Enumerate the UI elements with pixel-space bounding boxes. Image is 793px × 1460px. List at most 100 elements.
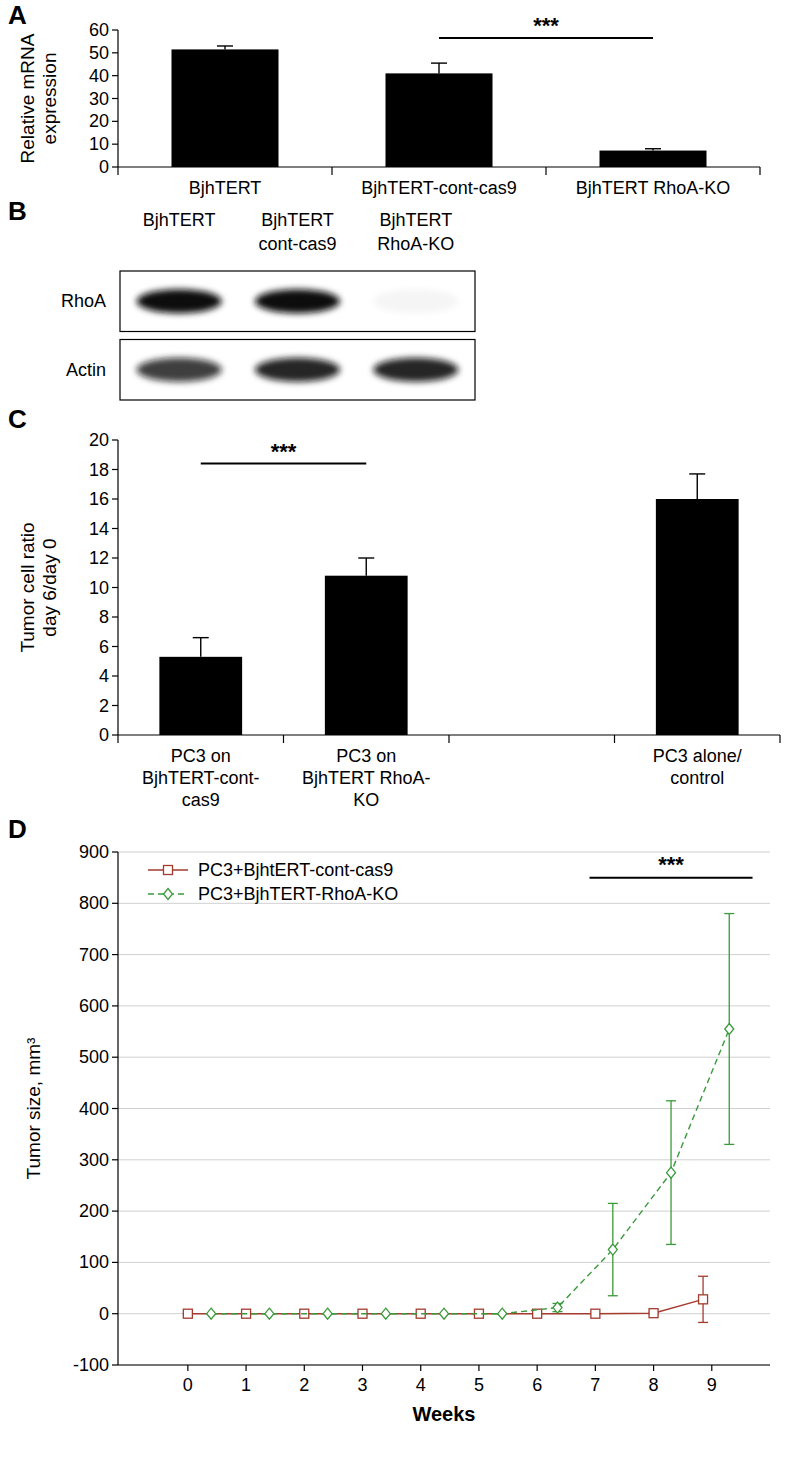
category-divider [117, 735, 118, 743]
error-bar [193, 638, 209, 657]
panel-title: D [8, 814, 27, 844]
error-cap [698, 1322, 708, 1323]
marker [323, 1308, 332, 1319]
y-axis-label: Relative mRNAexpression [17, 33, 60, 163]
bar [172, 49, 279, 167]
y-tick [112, 616, 118, 617]
text-line: BjhTERT RhoA-KO [576, 178, 730, 198]
y-tick-label: 100 [79, 1252, 109, 1272]
y-tick [112, 166, 118, 167]
category-divider [117, 167, 118, 175]
row-label: RhoA [61, 291, 106, 311]
text-line: PC3 on [336, 746, 396, 766]
text-line: Tumor cell ratio [17, 522, 38, 652]
grid-line [118, 1057, 770, 1058]
y-tick-label: 20 [89, 111, 109, 131]
grid-line [118, 1365, 770, 1366]
legend-label: PC3+BjhtERT-cont-cas9 [198, 860, 393, 880]
y-tick [112, 675, 118, 676]
grid-line [118, 1108, 770, 1109]
text-line: BjhTERT [143, 210, 216, 230]
marker [699, 1295, 708, 1304]
band [255, 289, 340, 313]
text-line: control [670, 768, 724, 788]
category-label: BjhTERT-cont-cas9 [361, 178, 517, 198]
category-label: PC3 alone/control [653, 746, 742, 788]
panel-title: C [8, 404, 27, 434]
error-bar [217, 46, 233, 49]
y-tick-label: 0 [99, 725, 109, 745]
y-tick-label: 10 [89, 134, 109, 154]
error-stem [200, 638, 201, 657]
y-tick-label: 4 [99, 666, 109, 686]
x-tick-label: 5 [474, 1375, 484, 1395]
y-tick [112, 439, 118, 440]
blot-frame [120, 271, 475, 332]
x-tick-label: 3 [357, 1375, 367, 1395]
y-tick [112, 52, 118, 53]
error-bar [666, 1101, 676, 1245]
y-tick [112, 98, 118, 99]
text-line: cas9 [182, 790, 220, 810]
grid-line [118, 1262, 770, 1263]
y-tick [112, 144, 118, 145]
marker [183, 1309, 192, 1318]
bar [386, 73, 493, 167]
grid-line [118, 954, 770, 955]
marker [381, 1308, 390, 1319]
y-tick [112, 1313, 118, 1314]
y-tick [112, 1057, 118, 1058]
marks [172, 46, 707, 167]
blot-frame [120, 340, 475, 401]
error-cap [608, 1203, 618, 1204]
text-line: BjhTERT-cont- [142, 768, 260, 788]
y-tick-label: 700 [79, 945, 109, 965]
bar [656, 499, 739, 735]
y-tick [112, 1210, 118, 1211]
marker [440, 1308, 449, 1319]
band [373, 289, 458, 313]
error-cap [358, 557, 374, 558]
text-line: KO [353, 790, 379, 810]
y-tick [112, 557, 118, 558]
y-tick-label: 200 [79, 1201, 109, 1221]
y-tick-label: 800 [79, 893, 109, 913]
y-tick-label: 50 [89, 43, 109, 63]
text-line: day 6/day 0 [39, 538, 60, 636]
category-divider [614, 735, 615, 743]
x-axis-label: Weeks [412, 1403, 475, 1425]
text-line: BjhTERT [379, 210, 452, 230]
error-cap [193, 637, 209, 638]
error-stem [697, 474, 698, 499]
category-divider [283, 735, 284, 743]
panel: BBjhTERTBjhTERTcont-cas9BjhTERTRhoA-KORh… [8, 196, 475, 400]
category-label: BjhTERT RhoA-KO [576, 178, 730, 198]
y-axis-label: Tumor size, mm³ [23, 1038, 44, 1180]
band [137, 358, 222, 382]
y-tick-label: 30 [89, 89, 109, 109]
legend-label: PC3+BjhTERT-RhoA-KO [198, 884, 398, 904]
panel: C02468101214161820Tumor cell ratioday 6/… [8, 404, 780, 810]
y-tick-label: 900 [79, 842, 109, 862]
error-cap [217, 45, 233, 46]
text-line: PC3 on [171, 746, 231, 766]
bar [159, 657, 242, 735]
y-tick-label: 0 [99, 157, 109, 177]
error-cap [666, 1100, 676, 1101]
y-tick [112, 734, 118, 735]
x-tick [362, 1365, 363, 1371]
y-tick-label: 16 [89, 489, 109, 509]
error-cap [431, 62, 447, 63]
y-tick-label: 2 [99, 696, 109, 716]
annotation-text: *** [658, 852, 684, 877]
error-bar [608, 1203, 618, 1295]
x-tick [245, 1365, 246, 1371]
marker [498, 1308, 507, 1319]
lane-label: BjhTERTRhoA-KO [377, 210, 454, 254]
band [255, 358, 340, 382]
y-tick [112, 646, 118, 647]
panel-title: A [8, 0, 27, 30]
x-axis [118, 1364, 770, 1365]
y-tick [112, 528, 118, 529]
error-bar [689, 474, 705, 499]
